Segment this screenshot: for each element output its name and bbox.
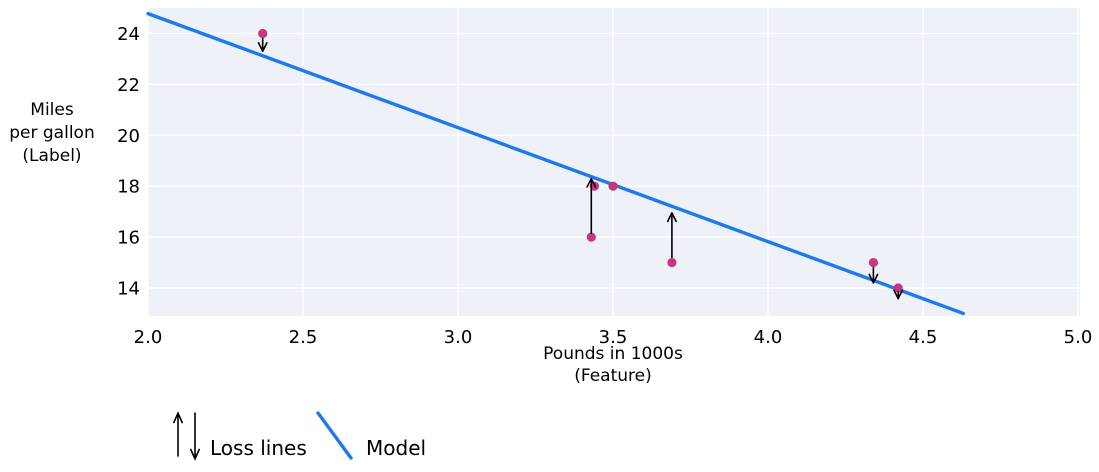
x-tick-label: 3.0 (444, 327, 473, 348)
y-tick-label: 24 (117, 24, 140, 45)
model-line (146, 11, 965, 316)
data-point (586, 232, 596, 242)
loss-arrow-head (257, 41, 268, 53)
data-point (893, 283, 903, 293)
data-point (667, 257, 677, 268)
y-tick-label: 16 (117, 228, 140, 249)
x-tick-label: 2.5 (289, 327, 318, 348)
x-tick-label: 3.5 (599, 327, 628, 348)
y-tick-label: 20 (117, 126, 140, 147)
plot-background (148, 8, 1080, 316)
y-tick-label: 14 (117, 279, 140, 300)
loss-lines-legend-icon (173, 411, 201, 461)
data-point (868, 257, 879, 268)
model-legend-icon (316, 411, 353, 460)
x-tick-label: 4.0 (754, 327, 783, 348)
model-legend-label: Model (366, 436, 427, 460)
data-point (258, 28, 268, 39)
x-tick-label: 4.5 (909, 327, 938, 348)
loss-arrow-head (666, 212, 677, 223)
y-axis-title: Miles per gallon (Label) (9, 100, 95, 166)
loss-arrow-head (893, 289, 904, 300)
x-axis-title: Pounds in 1000s (Feature) (543, 344, 683, 386)
data-point (608, 181, 618, 191)
y-tick-label: 22 (117, 75, 140, 96)
loss-arrow-head (586, 177, 597, 188)
x-tick-label: 5.0 (1064, 327, 1093, 348)
x-tick-label: 2.0 (134, 327, 163, 348)
scatter-plot: 14 16 18 20 22 24 2.0 2.5 3.0 3.5 4.0 4.5 5.0 (117, 8, 1093, 348)
loss-lines-legend-label: Loss lines (210, 436, 307, 460)
y-tick-label: 18 (117, 177, 140, 198)
loss-arrow-head (868, 273, 879, 284)
